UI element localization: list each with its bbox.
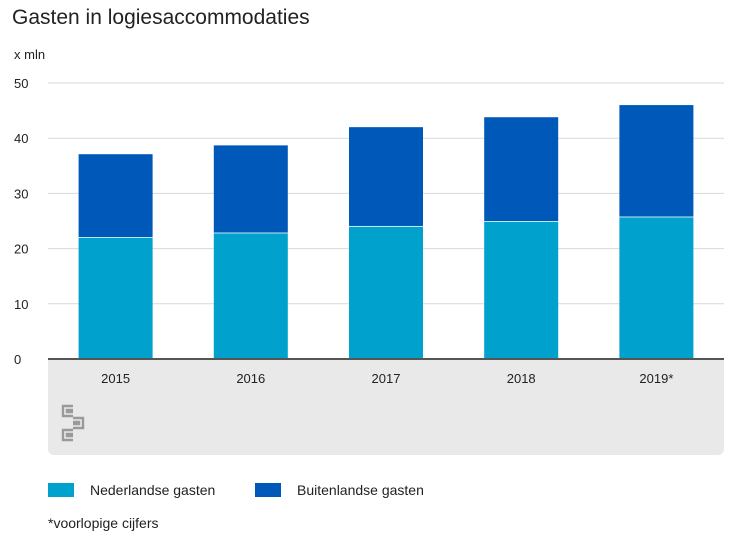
x-tick-label: 2015	[101, 371, 130, 386]
y-axis-unit-label: x mln	[14, 47, 46, 62]
x-tick-label: 2016	[236, 371, 265, 386]
legend-label-nederlandse: Nederlandse gasten	[90, 482, 216, 498]
bar-buitenlandse-2017	[349, 127, 423, 226]
legend-swatch-buitenlandse	[255, 483, 281, 497]
bar-buitenlandse-2015	[78, 154, 153, 238]
x-tick-label: 2018	[507, 371, 536, 386]
bar-nederlandse-2015	[78, 237, 153, 359]
y-tick-label: 0	[14, 352, 21, 367]
y-tick-label: 50	[14, 76, 28, 91]
legend-label-buitenlandse: Buitenlandse gasten	[297, 482, 424, 498]
bar-nederlandse-2017	[349, 225, 423, 359]
y-tick-label: 40	[14, 131, 28, 146]
chart-title: Gasten in logiesaccommodaties	[12, 6, 310, 29]
bar-nederlandse-2018	[484, 221, 559, 359]
footnote: *voorlopige cijfers	[48, 515, 159, 531]
legend-swatch-nederlandse	[48, 483, 74, 497]
y-tick-label: 20	[14, 242, 28, 257]
x-tick-label: 2019*	[639, 371, 673, 386]
bar-buitenlandse-2018	[484, 117, 559, 221]
bar-buitenlandse-2019	[619, 105, 694, 217]
y-tick-label: 30	[14, 186, 28, 201]
bar-nederlandse-2016	[213, 232, 288, 359]
x-tick-label: 2017	[372, 371, 401, 386]
y-tick-label: 10	[14, 297, 28, 312]
bar-buitenlandse-2016	[213, 145, 288, 233]
bar-nederlandse-2019	[619, 216, 694, 359]
cbs-logo-icon	[60, 404, 86, 442]
bar-chart: 0 10 20 30 40 50 2015 2016 2017 2018 2019*	[14, 76, 724, 386]
chart-footer-band	[48, 360, 724, 455]
legend-item-buitenlandse-gasten[interactable]: Buitenlandse gasten	[255, 482, 424, 498]
legend-item-nederlandse-gasten[interactable]: Nederlandse gasten	[48, 482, 215, 498]
